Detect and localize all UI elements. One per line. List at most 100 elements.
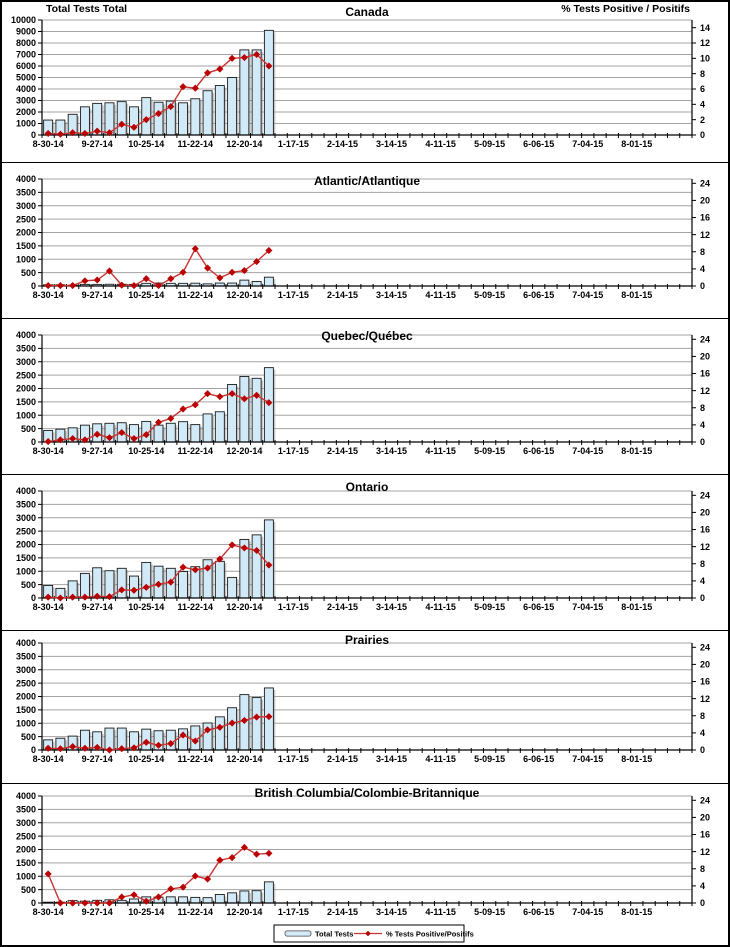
bar xyxy=(251,697,262,751)
x-axis-label: 4-11-15 xyxy=(425,907,456,917)
marker-diamond xyxy=(69,899,77,907)
marker-diamond xyxy=(44,281,52,290)
right-tick-label: 4 xyxy=(700,100,705,110)
left-tick-label: 2500 xyxy=(16,370,36,380)
left-axis-labels: 0 500 1000 1500 2000 2500 3000 3500 4000 xyxy=(16,486,42,603)
marker-diamond xyxy=(81,593,89,601)
x-axis-label: 2-14-15 xyxy=(327,446,358,456)
x-axis-label: 7-04-15 xyxy=(572,754,603,764)
marker-diamond xyxy=(93,127,101,135)
left-axis-labels: 0 500 1000 1500 2000 2500 3000 3500 4000 xyxy=(16,330,42,447)
x-axis-label: 1-17-15 xyxy=(278,446,309,456)
marker-diamond xyxy=(118,120,126,128)
right-tick-label: 12 xyxy=(700,386,710,396)
x-axis-label: 10-25-14 xyxy=(128,290,164,300)
left-tick-label: 1000 xyxy=(16,871,36,881)
x-axis-label: 11-22-14 xyxy=(178,290,214,300)
x-axis-label: 3-14-15 xyxy=(376,139,407,149)
x-axis-label: 11-22-14 xyxy=(178,446,214,456)
x-axis-labels: 8-30-14 9-27-14 10-25-14 11-22-14 12-20-14 1-… xyxy=(33,446,653,456)
marker-diamond xyxy=(203,564,212,572)
marker-diamond xyxy=(265,561,273,569)
right-tick-label: 6 xyxy=(700,84,705,94)
x-axis-label: 3-14-15 xyxy=(376,754,407,764)
marker-diamond xyxy=(142,116,150,124)
marker-diamond xyxy=(191,401,199,409)
left-tick-label: 2000 xyxy=(16,540,36,550)
marker-diamond xyxy=(142,275,150,283)
left-tick-label: 0 xyxy=(31,898,36,908)
x-axis-label: 8-30-14 xyxy=(33,290,64,300)
x-axis-label: 9-27-14 xyxy=(82,754,113,764)
left-tick-label: 1500 xyxy=(16,397,36,407)
marker-diamond xyxy=(228,54,236,62)
marker-diamond xyxy=(154,893,163,901)
left-tick-label: 3500 xyxy=(16,188,36,198)
bar xyxy=(239,376,250,443)
legend-line-label: % Tests Positive/Positifs xyxy=(386,930,474,939)
x-axis-label: 1-17-15 xyxy=(278,602,309,612)
marker-diamond xyxy=(252,50,261,59)
x-axis-label: 8-01-15 xyxy=(621,290,652,300)
marker-diamond xyxy=(69,434,77,443)
marker-diamond xyxy=(118,893,126,901)
chart-panel-quebec-qu-bec: 0 500 1000 1500 2000 2500 3000 3500 4000 0 4 8 12 16 2… xyxy=(2,318,728,474)
marker-diamond xyxy=(216,392,224,401)
legend-bar-label: Total Tests xyxy=(315,930,353,939)
right-tick-label: 0 xyxy=(700,437,705,447)
left-tick-label: 4000 xyxy=(16,486,36,496)
marker-diamond xyxy=(105,434,114,442)
marker-diamond xyxy=(191,245,199,253)
left-tick-label: 500 xyxy=(21,268,36,278)
right-tick-label: 8 xyxy=(700,247,705,257)
chart-panel-atlantic-atlantique: 0 500 1000 1500 2000 2500 3000 3500 4000 0 4 8 12 16 2… xyxy=(2,162,728,318)
marker-diamond xyxy=(228,389,236,398)
bar xyxy=(263,276,274,287)
marker-diamond xyxy=(105,267,114,275)
marker-diamond xyxy=(130,586,138,594)
marker-diamond xyxy=(118,281,126,289)
left-axis-labels: 0 500 1000 1500 2000 2500 3000 3500 4000 xyxy=(16,638,42,755)
x-axis-labels: 8-30-14 9-27-14 10-25-14 11-22-14 12-20-14 1-… xyxy=(33,139,653,149)
bar xyxy=(251,49,262,136)
chart-panel-british-columbia-colombie-britannique: 0 500 1000 1500 2000 2500 3000 3500 4000 0 4 8 12 16 2… xyxy=(2,783,728,945)
bar xyxy=(227,707,238,751)
marker-diamond xyxy=(216,274,224,282)
bar xyxy=(251,377,262,443)
marker-diamond xyxy=(167,739,175,748)
bar xyxy=(263,519,274,599)
bar xyxy=(214,411,225,443)
x-axis-label: 1-17-15 xyxy=(278,139,309,149)
x-axis-label: 7-04-15 xyxy=(572,290,603,300)
gridlines xyxy=(42,334,692,430)
marker-diamond xyxy=(81,277,89,285)
marker-diamond xyxy=(142,583,150,591)
right-tick-label: 24 xyxy=(700,795,710,805)
left-tick-label: 6000 xyxy=(16,61,36,71)
bar xyxy=(263,29,274,136)
chart-prairies: 0 500 1000 1500 2000 2500 3000 3500 4000 0 4 8 12 16 2… xyxy=(16,633,710,764)
marker-diamond xyxy=(216,555,224,563)
bar xyxy=(202,413,213,443)
x-axis-label: 12-20-14 xyxy=(226,907,262,917)
x-axis-label: 6-06-15 xyxy=(523,907,554,917)
marker-diamond xyxy=(44,593,52,601)
x-axis-labels: 8-30-14 9-27-14 10-25-14 11-22-14 12-20-14 1-… xyxy=(33,754,653,764)
left-tick-label: 1000 xyxy=(16,254,36,264)
marker-diamond xyxy=(142,897,150,905)
left-tick-label: 3000 xyxy=(16,818,36,828)
marker-diamond xyxy=(179,83,187,91)
x-axis-label: 6-06-15 xyxy=(523,139,554,149)
chart-title: British Columbia/Colombie-Britannique xyxy=(255,786,480,800)
chart-panel-prairies: 0 500 1000 1500 2000 2500 3000 3500 4000 0 4 8 12 16 2… xyxy=(2,630,728,783)
left-tick-label: 3500 xyxy=(16,500,36,510)
left-tick-label: 1000 xyxy=(16,566,36,576)
bar xyxy=(141,561,152,599)
chart-canada: 0100020003000400050006000700080009000100… xyxy=(11,3,710,149)
x-axis-labels: 8-30-14 9-27-14 10-25-14 11-22-14 12-20-14 1-… xyxy=(33,907,653,917)
left-tick-label: 3500 xyxy=(16,344,36,354)
right-axis-labels: 0 4 8 12 16 20 24 xyxy=(692,334,710,447)
bar xyxy=(202,897,213,904)
left-tick-label: 3000 xyxy=(16,96,36,106)
x-axis-ticks xyxy=(41,133,693,138)
